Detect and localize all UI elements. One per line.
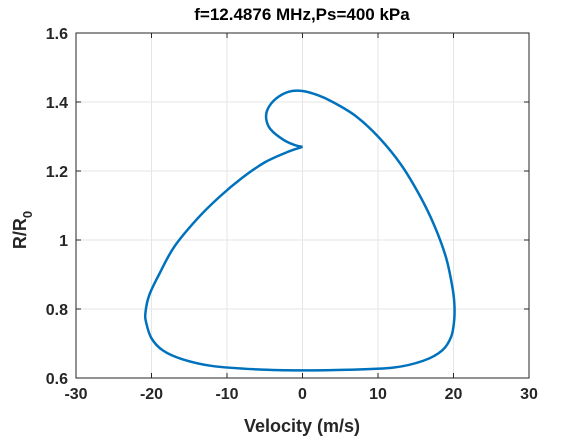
- y-axis-label-main: R/R: [10, 218, 30, 249]
- x-tick-label: 0: [298, 386, 307, 403]
- y-tick-label: 1.2: [46, 164, 68, 181]
- y-tick-label: 1: [59, 233, 68, 250]
- y-tick-label: 1.6: [46, 26, 68, 43]
- chart-title: f=12.4876 MHz,Ps=400 kPa: [194, 5, 410, 24]
- y-tick-label: 0.6: [46, 371, 68, 388]
- x-tick-label: 10: [369, 386, 387, 403]
- axis-ticks: -30 -20 -10 0 10 20 30 0.6 0.8 1 1.2 1.4 1.6: [46, 26, 538, 403]
- y-axis-label-subscript: 0: [20, 211, 35, 218]
- y-axis-label: R/R0: [10, 211, 35, 249]
- x-tick-label: 30: [520, 386, 538, 403]
- data-series: [143, 89, 456, 372]
- x-axis-label: Velocity (m/s): [244, 416, 360, 436]
- x-tick-label: -10: [215, 386, 238, 403]
- x-tick-label: -30: [64, 386, 87, 403]
- x-tick-label: 20: [445, 386, 463, 403]
- y-tick-label: 0.8: [46, 302, 68, 319]
- x-tick-label: -20: [140, 386, 163, 403]
- y-tick-label: 1.4: [46, 95, 68, 112]
- series-line: [143, 89, 456, 372]
